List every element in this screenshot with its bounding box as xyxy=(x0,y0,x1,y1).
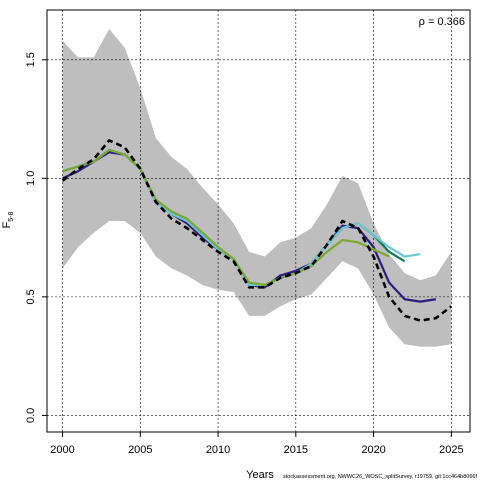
y-axis-title-sub: 5-8 xyxy=(8,211,15,221)
confidence-band xyxy=(62,28,452,347)
x-tick-label: 2015 xyxy=(284,444,308,456)
x-tick-label: 2020 xyxy=(361,444,385,456)
x-tick-label: 2000 xyxy=(50,444,74,456)
y-tick-label: 1.5 xyxy=(25,52,37,67)
y-tick-label: 0.0 xyxy=(25,408,37,423)
plot-frame xyxy=(46,9,471,433)
series-layer xyxy=(61,139,453,322)
footer-source: stockassessment.org, NWWC26_WOSC_splitSu… xyxy=(283,474,477,480)
y-tick-label: 0.5 xyxy=(25,289,37,304)
rho-annotation: ρ = 0.366 xyxy=(419,16,465,28)
series-line-5 xyxy=(62,148,390,287)
y-tick-label: 1.0 xyxy=(25,171,37,186)
grid-layer xyxy=(47,10,470,432)
y-axis-title: F5-8 xyxy=(1,211,15,228)
x-tick-label: 2025 xyxy=(439,444,463,456)
x-tick-label: 2010 xyxy=(206,444,230,456)
y-axis-title-main: F xyxy=(1,221,13,228)
series-line-1 xyxy=(61,139,453,322)
axis-layer: 2000 2005 2010 2015 2020 2025 0.0 0.5 1.0 1.5 xyxy=(25,52,464,456)
x-axis-title: Years xyxy=(246,469,274,480)
confidence-band-layer xyxy=(62,28,452,347)
x-tick-label: 2005 xyxy=(128,444,152,456)
